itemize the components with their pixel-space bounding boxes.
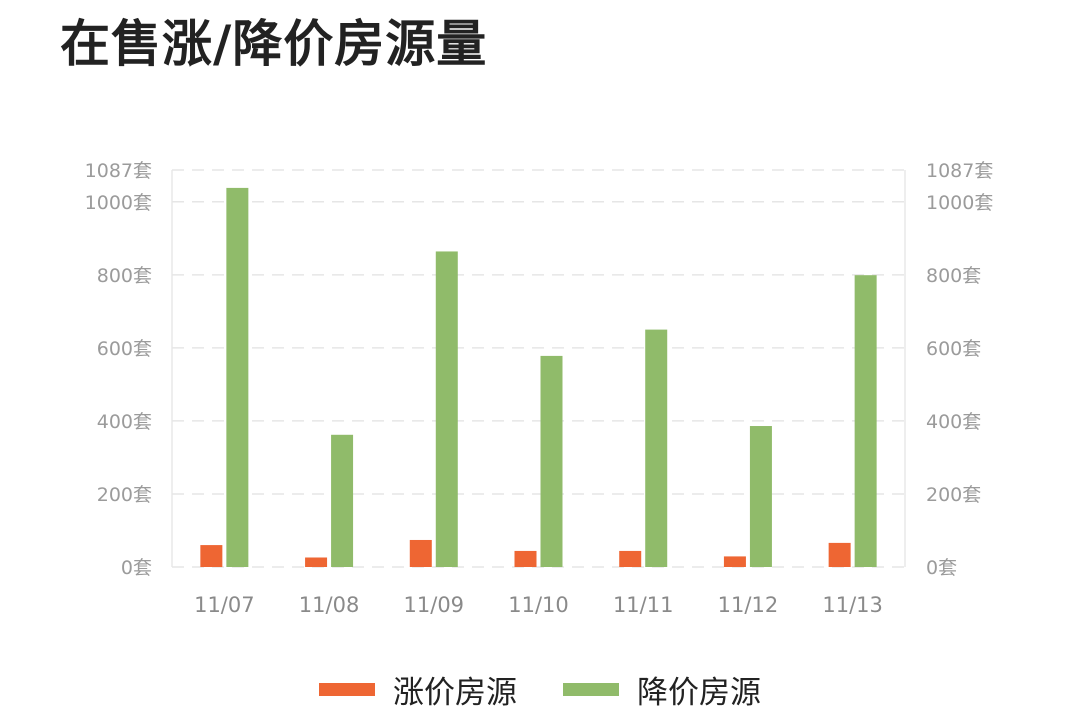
bar-drop bbox=[331, 434, 354, 567]
bar-rise bbox=[200, 545, 223, 567]
bar-drop bbox=[540, 355, 563, 567]
y-tick-label-right: 0套 bbox=[926, 557, 957, 579]
y-tick-label-right: 1000套 bbox=[926, 192, 993, 214]
bar-drop bbox=[435, 251, 458, 568]
legend-item-drop[interactable]: 降价房源 bbox=[563, 667, 761, 712]
legend: 涨价房源 降价房源 bbox=[0, 666, 1080, 712]
y-tick-label-left: 400套 bbox=[97, 411, 152, 433]
bar-rise bbox=[619, 550, 642, 567]
bar-rise bbox=[828, 542, 851, 567]
chart-title: 在售涨/降价房源量 bbox=[60, 15, 488, 73]
bar-rise bbox=[723, 556, 746, 567]
y-tick-label-left: 0套 bbox=[121, 557, 152, 579]
x-tick-label: 11/07 bbox=[194, 593, 255, 617]
legend-swatch-drop bbox=[563, 682, 619, 696]
bar-rise bbox=[409, 539, 432, 567]
legend-item-rise[interactable]: 涨价房源 bbox=[319, 667, 517, 712]
y-tick-label-left: 600套 bbox=[97, 338, 152, 360]
x-tick-label: 11/10 bbox=[508, 593, 569, 617]
y-tick-label-left: 800套 bbox=[97, 265, 152, 287]
x-tick-label: 11/13 bbox=[822, 593, 883, 617]
y-tick-label-right: 600套 bbox=[926, 338, 981, 360]
bar-drop bbox=[226, 187, 249, 567]
y-tick-label-right: 800套 bbox=[926, 265, 981, 287]
bar-drop bbox=[749, 426, 772, 567]
x-tick-label: 11/12 bbox=[718, 593, 779, 617]
bar-drop bbox=[645, 329, 668, 567]
y-tick-label-right: 1087套 bbox=[926, 160, 993, 182]
legend-label-rise: 涨价房源 bbox=[393, 674, 517, 711]
x-tick-label: 11/08 bbox=[299, 593, 360, 617]
y-tick-label-right: 400套 bbox=[926, 411, 981, 433]
bar-rise bbox=[305, 557, 328, 567]
y-tick-label-left: 200套 bbox=[97, 484, 152, 506]
bar-rise bbox=[514, 550, 537, 567]
y-tick-label-left: 1000套 bbox=[85, 192, 152, 214]
y-tick-label-right: 200套 bbox=[926, 484, 981, 506]
legend-swatch-rise bbox=[319, 682, 375, 696]
x-tick-label: 11/11 bbox=[613, 593, 674, 617]
legend-label-drop: 降价房源 bbox=[637, 674, 761, 711]
y-tick-label-left: 1087套 bbox=[85, 160, 152, 182]
bar-drop bbox=[854, 275, 877, 567]
x-tick-label: 11/09 bbox=[404, 593, 465, 617]
bar-chart: 0套 0套 200套 200套 400套 400套 600套 600套 800套 800套 1000… bbox=[85, 160, 994, 617]
